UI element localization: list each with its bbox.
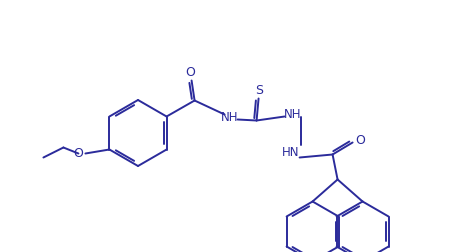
Text: O: O (355, 134, 365, 147)
Text: O: O (185, 66, 195, 79)
Text: HN: HN (281, 146, 298, 159)
Text: NH: NH (283, 108, 301, 121)
Text: O: O (73, 147, 83, 160)
Text: S: S (255, 84, 263, 97)
Text: NH: NH (220, 111, 238, 124)
